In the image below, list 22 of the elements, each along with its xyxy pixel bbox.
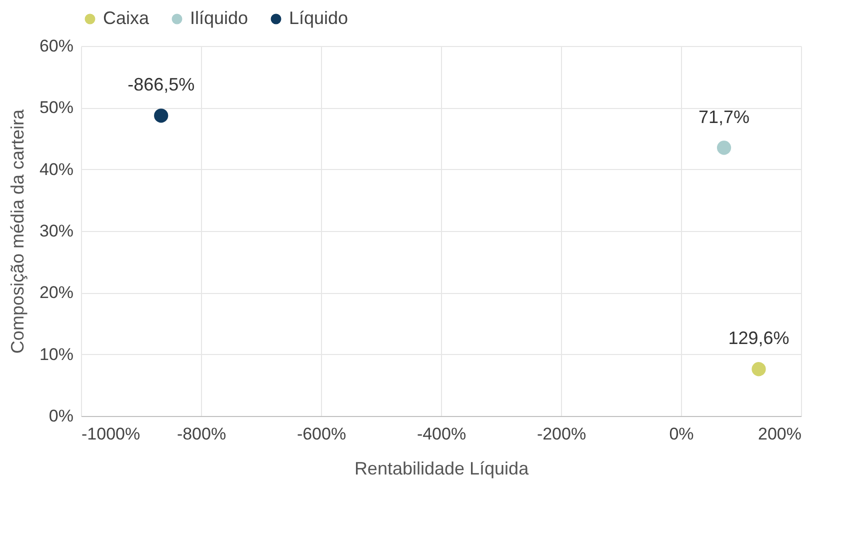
y-tick-label: 30% [39,222,74,240]
legend-label: Líquido [289,8,348,28]
annotation: -866,5% [128,74,195,95]
x-axis-title: Rentabilidade Líquida [354,458,530,478]
x-tick-label: 0% [669,424,694,444]
x-tick-label: -200% [536,424,586,444]
y-tick-label: 60% [39,36,74,56]
y-tick-label: 50% [39,98,74,118]
y-tick-label: 10% [39,344,74,364]
y-axis-title: Composição média da carteira [7,108,28,354]
y-tick-label: 20% [39,283,74,302]
x-tick-label: -1000% [82,424,140,444]
legend-label: Ilíquido [190,8,248,28]
y-tick-label: 40% [39,160,74,179]
legend-label: Caixa [103,8,150,28]
annotation: 129,6% [728,328,790,348]
x-tick-label: -400% [416,424,466,444]
y-tick-label: 0% [48,406,74,426]
x-tick-label: -600% [296,424,346,444]
x-tick-label: -800% [176,424,226,444]
annotation: 71,7% [698,106,750,127]
x-tick-label: 200% [758,424,802,444]
